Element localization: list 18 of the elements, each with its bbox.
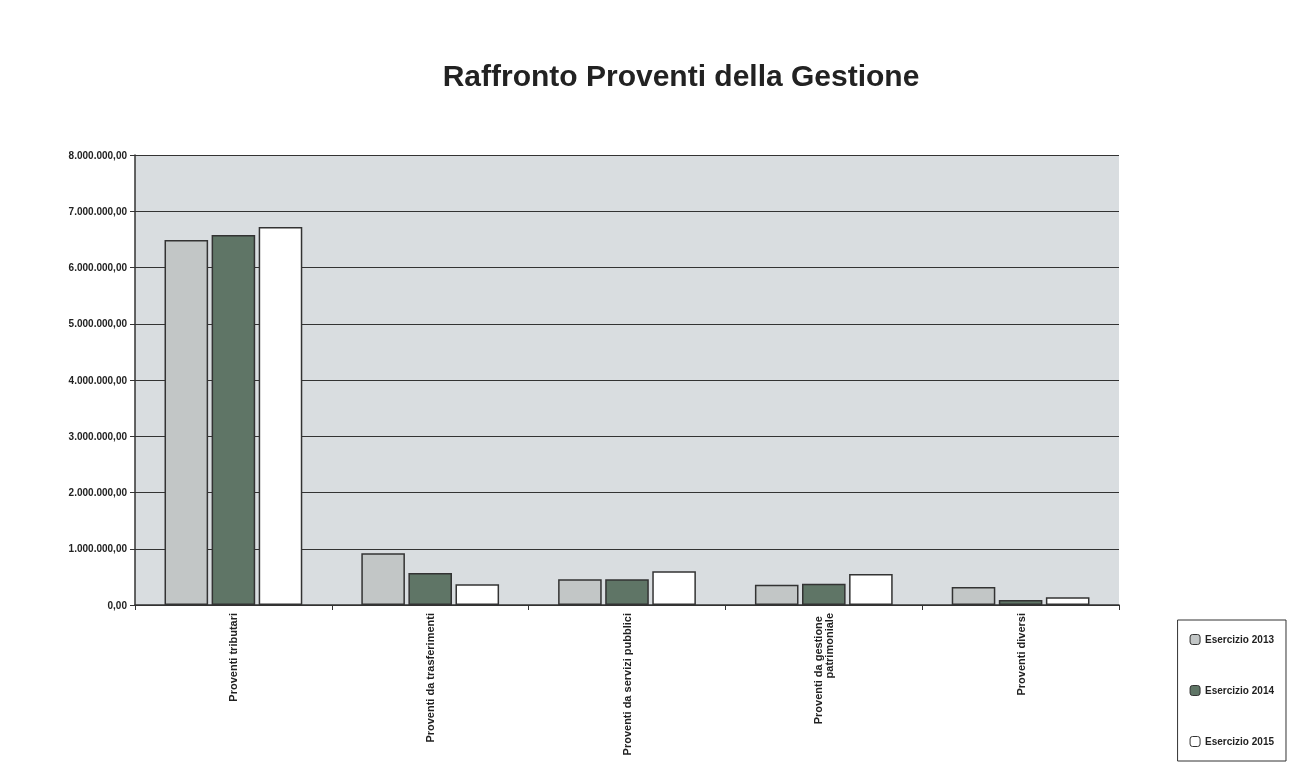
y-tick-label: 6.000.000,00 — [68, 262, 128, 273]
x-tick-label: Proventi tributari — [227, 613, 240, 702]
y-tick-label: 3.000.000,00 — [68, 430, 128, 442]
y-tick-label: 4.000.000,00 — [68, 374, 128, 386]
x-tick-label: Proventi da trasferimenti — [424, 613, 437, 743]
y-tick-label: 5.000.000,00 — [68, 318, 128, 330]
y-tick-label: 1.000.000,00 — [68, 543, 128, 555]
chart-title: Raffronto Proventi della Gestione — [442, 58, 920, 92]
y-tick-label: 0,00 — [107, 599, 128, 611]
legend-label: Esercizio 2013 — [1205, 634, 1275, 645]
y-tick-label: 7.000.000,00 — [68, 205, 128, 217]
legend-label: Esercizio 2014 — [1205, 685, 1275, 696]
x-tick-label: Proventi da servizi pubblici — [621, 613, 633, 756]
y-tick-label: 2.000.000,00 — [68, 487, 128, 498]
x-tick-label: Proventi da gestione patrimoniale — [812, 613, 836, 725]
legend-label: Esercizio 2015 — [1205, 736, 1275, 747]
x-tick-label: Proventi diversi — [1014, 613, 1027, 696]
y-tick-label: 8.000.000,00 — [68, 149, 128, 161]
